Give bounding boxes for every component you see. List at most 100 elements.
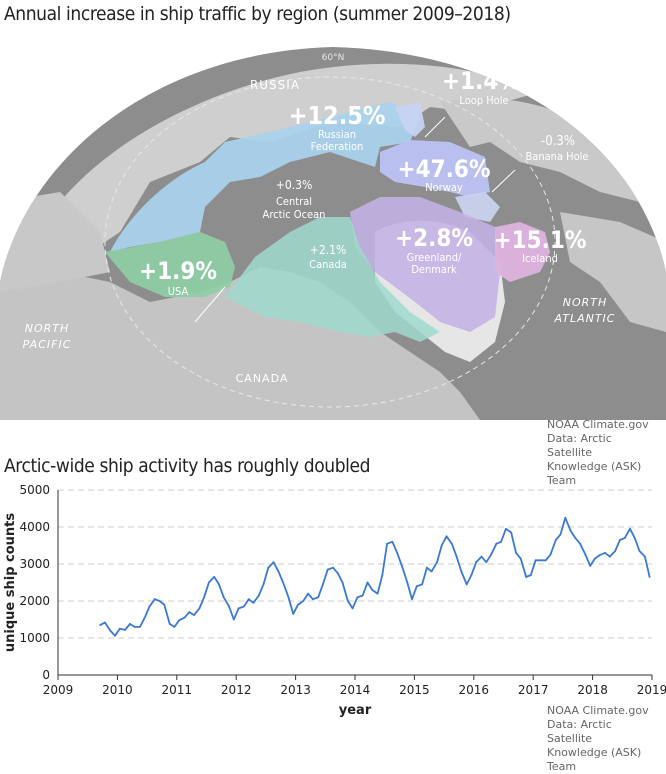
latitude-60n-circle — [104, 76, 556, 408]
data-point — [243, 605, 245, 608]
data-point — [629, 527, 631, 530]
y-tick-label: 4000 — [19, 520, 50, 534]
data-point — [440, 544, 443, 547]
label-north-atlantic-1: NORTH — [563, 296, 608, 309]
data-point — [302, 600, 305, 602]
region-loop-hole — [395, 102, 425, 137]
data-point — [297, 603, 299, 606]
leader-usa — [194, 286, 226, 323]
data-point — [222, 596, 225, 599]
region-pct-usa: +1.9% — [139, 257, 217, 285]
data-point — [346, 600, 349, 602]
data-point — [411, 598, 413, 601]
label-russia: RUSSIA — [250, 78, 300, 92]
data-point — [445, 535, 448, 538]
data-point — [599, 553, 602, 556]
data-point — [619, 539, 621, 541]
data-point — [386, 542, 388, 545]
data-point — [564, 516, 567, 519]
region-pct-greenland: +2.8% — [395, 224, 473, 252]
data-point — [406, 581, 409, 584]
region-name-norway: Norway — [425, 181, 463, 194]
data-point — [381, 574, 384, 576]
map-credit-line-3: Knowledge (ASK) Team — [547, 460, 642, 487]
data-point — [356, 596, 359, 599]
region-name-greenland-1: Greenland/ — [407, 251, 462, 264]
data-point — [391, 540, 394, 543]
x-tick-label: 2011 — [162, 683, 193, 697]
y-axis-label: unique ship counts — [3, 513, 18, 653]
region-greenland-denmark — [350, 197, 500, 332]
data-point — [218, 583, 220, 586]
data-point — [495, 542, 498, 545]
data-point — [475, 561, 478, 564]
data-point — [361, 594, 364, 597]
data-point — [396, 552, 399, 554]
leader-loop-hole — [424, 116, 446, 138]
data-point — [133, 626, 136, 628]
data-point — [326, 568, 329, 571]
data-point — [158, 600, 161, 602]
x-tick-label: 2016 — [459, 683, 490, 697]
data-point — [232, 618, 235, 621]
map-credit-line-2: Data: Arctic Satellite — [547, 432, 612, 459]
data-point — [198, 607, 201, 610]
data-point — [589, 564, 592, 567]
series-line-ship-counts — [99, 516, 651, 637]
data-point — [559, 533, 562, 536]
land-europe — [560, 212, 666, 332]
data-point — [480, 555, 483, 558]
data-point — [213, 576, 216, 578]
region-name-usa: USA — [168, 285, 189, 298]
region-pct-norway: +47.6% — [398, 155, 491, 183]
data-point — [579, 542, 582, 545]
data-point — [500, 540, 503, 543]
data-point — [425, 566, 428, 569]
label-north-pacific-2: PACIFIC — [23, 338, 72, 351]
data-point — [623, 537, 626, 539]
data-point — [534, 559, 537, 562]
region-norway — [380, 140, 490, 197]
data-point — [376, 592, 379, 595]
x-tick-label: 2010 — [102, 683, 133, 697]
data-point — [569, 529, 572, 532]
x-tick-label: 2013 — [280, 683, 311, 697]
data-point — [109, 629, 112, 632]
data-point — [311, 598, 314, 601]
data-point — [614, 550, 617, 552]
data-point — [317, 596, 320, 599]
data-point — [128, 623, 131, 625]
label-north-atlantic-2: ATLANTIC — [554, 312, 616, 325]
data-point — [549, 553, 552, 556]
data-point — [470, 574, 473, 576]
data-point — [143, 616, 146, 619]
data-point — [207, 581, 210, 584]
data-point — [148, 605, 151, 608]
data-point — [252, 601, 255, 604]
data-point — [643, 555, 646, 558]
data-point — [104, 621, 106, 624]
data-point — [178, 619, 181, 622]
region-pct-loop-hole: +1.4% — [442, 67, 520, 95]
region-name-central-arctic-2: Arctic Ocean — [263, 208, 326, 221]
y-tick-label: 3000 — [19, 557, 50, 571]
data-point — [173, 626, 176, 628]
region-canada — [225, 217, 440, 342]
data-point — [525, 576, 527, 578]
data-point — [336, 572, 339, 575]
data-point — [436, 561, 438, 564]
data-point — [193, 614, 195, 616]
data-point — [604, 552, 606, 554]
data-point — [203, 596, 206, 599]
chart-credit-line-1: NOAA Climate.gov — [547, 704, 649, 717]
data-point — [322, 583, 324, 586]
data-point — [584, 553, 587, 556]
data-point — [237, 607, 240, 610]
data-point — [351, 607, 354, 610]
data-point — [307, 592, 309, 595]
x-tick-label: 2015 — [399, 683, 430, 697]
map-title: Annual increase in ship traffic by regio… — [4, 3, 511, 25]
x-tick-label: 2018 — [577, 683, 608, 697]
chart-credit-line-3: Knowledge (ASK) Team — [547, 746, 642, 773]
data-point — [401, 564, 403, 567]
